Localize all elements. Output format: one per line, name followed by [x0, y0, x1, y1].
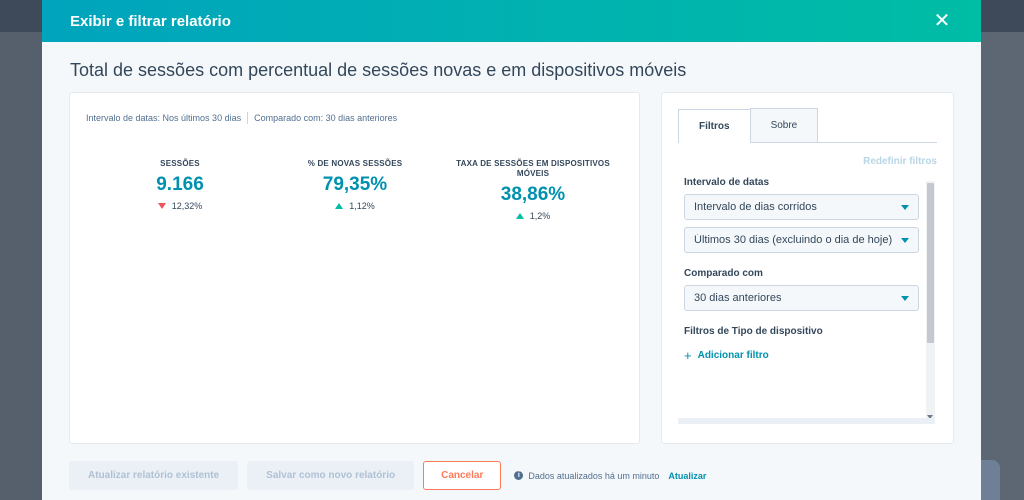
- view-filter-report-modal: Exibir e filtrar relatório ✕ Total de se…: [42, 0, 981, 500]
- date-range-type-select[interactable]: Intervalo de dias corridos: [684, 194, 919, 220]
- compare-label: Comparado com: [684, 268, 763, 279]
- chevron-down-icon: [901, 204, 909, 210]
- updated-text: Dados atualizados há um minuto: [528, 470, 660, 481]
- kpi-delta-value: 1,2%: [529, 211, 551, 221]
- kpi-delta: 1,12%: [295, 201, 415, 211]
- cancel-button[interactable]: Cancelar: [423, 461, 502, 490]
- plus-icon: +: [684, 348, 692, 363]
- scroll-down-icon[interactable]: [927, 415, 933, 419]
- device-filters-label: Filtros de Tipo de dispositivo: [684, 326, 823, 337]
- data-updated-status: i Dados atualizados há um minuto Atualiz…: [514, 471, 706, 481]
- kpi-value: 38,86%: [500, 184, 566, 205]
- info-icon: i: [514, 471, 524, 480]
- kpi-label-line2: MÓVEIS: [516, 169, 550, 178]
- modal-title: Exibir e filtrar relatório: [70, 12, 231, 30]
- select-value: 30 dias anteriores: [694, 292, 782, 304]
- report-meta: Intervalo de datas: Nos últimos 30 dias …: [86, 112, 397, 124]
- date-range-period-select[interactable]: Últimos 30 dias (excluindo o dia de hoje…: [684, 227, 919, 253]
- kpi-delta-value: 12,32%: [171, 201, 203, 211]
- filter-panel: Filtros Sobre Redefinir filtros Interval…: [661, 92, 954, 444]
- report-chart-card: Intervalo de datas: Nos últimos 30 dias …: [69, 92, 640, 444]
- save-new-report-button[interactable]: Salvar como novo relatório: [247, 461, 415, 490]
- reset-filters-link[interactable]: Redefinir filtros: [863, 156, 937, 167]
- trend-down-icon: [157, 203, 166, 209]
- app-right-edge: [980, 32, 1024, 500]
- kpi-delta-value: 1,12%: [349, 201, 375, 211]
- close-icon[interactable]: ✕: [933, 10, 951, 32]
- date-range-label: Intervalo de datas: [684, 177, 770, 188]
- vertical-scrollbar[interactable]: [926, 181, 935, 421]
- date-range-summary: Intervalo de datas: Nos últimos 30 dias: [86, 113, 242, 123]
- report-title: Total de sessões com percentual de sessõ…: [70, 60, 687, 80]
- kpi-mobile-sessions: TAXA DE SESSÕES EM DISPOSITIVOS MÓVEIS 3…: [445, 159, 621, 221]
- meta-divider: [247, 112, 249, 124]
- kpi-label-line1: TAXA DE SESSÕES EM DISPOSITIVOS: [456, 159, 610, 168]
- select-value: Intervalo de dias corridos: [694, 201, 817, 213]
- modal-footer: Atualizar relatório existente Salvar com…: [69, 461, 706, 490]
- refresh-link[interactable]: Atualizar: [668, 470, 707, 481]
- kpi-new-sessions: % DE NOVAS SESSÕES 79,35% 1,12%: [295, 159, 415, 211]
- scrollbar-thumb[interactable]: [927, 183, 934, 343]
- filter-tabs: Filtros Sobre: [678, 108, 937, 143]
- chevron-down-icon: [901, 295, 909, 301]
- compare-select[interactable]: 30 dias anteriores: [684, 285, 919, 311]
- kpi-delta: 12,32%: [125, 201, 235, 211]
- trend-up-icon: [515, 213, 524, 219]
- tab-about[interactable]: Sobre: [749, 108, 819, 142]
- tab-filters[interactable]: Filtros: [678, 109, 751, 143]
- kpi-value: 9.166: [156, 174, 204, 195]
- horizontal-scroll-track: [678, 418, 935, 424]
- filters-list: Intervalo de datas Intervalo de dias cor…: [684, 177, 919, 363]
- kpi-value: 79,35%: [322, 174, 388, 195]
- update-existing-report-button[interactable]: Atualizar relatório existente: [69, 461, 239, 490]
- kpi-sessions: SESSÕES 9.166 12,32%: [125, 159, 235, 211]
- modal-header: Exibir e filtrar relatório ✕: [42, 0, 981, 42]
- kpi-label: TAXA DE SESSÕES EM DISPOSITIVOS MÓVEIS: [445, 159, 621, 179]
- kpi-label: % DE NOVAS SESSÕES: [307, 159, 403, 168]
- kpi-delta: 1,2%: [445, 211, 621, 221]
- kpi-label: SESSÕES: [160, 159, 200, 168]
- compare-summary: Comparado com: 30 dias anteriores: [254, 113, 398, 123]
- add-filter-label: Adicionar filtro: [697, 350, 769, 361]
- chevron-down-icon: [901, 237, 909, 243]
- trend-up-icon: [335, 203, 344, 209]
- add-filter-button[interactable]: + Adicionar filtro: [684, 348, 919, 363]
- select-value: Últimos 30 dias (excluindo o dia de hoje…: [694, 234, 893, 246]
